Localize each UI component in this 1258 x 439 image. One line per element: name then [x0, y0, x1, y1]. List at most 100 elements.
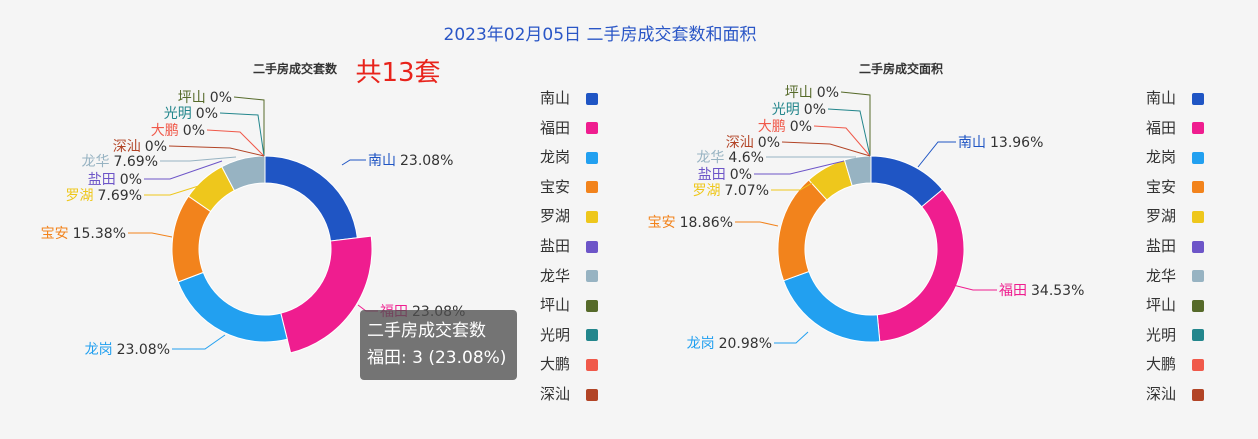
- slice-label: 大鹏 0%: [151, 123, 205, 139]
- slice-福田[interactable]: [876, 188, 965, 343]
- legend-item[interactable]: 深汕: [540, 384, 598, 404]
- legend-item[interactable]: 南山: [1146, 88, 1204, 108]
- legend-swatch: [1192, 92, 1204, 105]
- legend-item[interactable]: 大鹏: [540, 354, 598, 374]
- leader-line: [917, 141, 956, 168]
- leader-line: [144, 160, 223, 180]
- donut-chart-1: 二手房成交套数共13套南山23.08%福田23.08%龙岗23.08%宝安15.…: [41, 58, 466, 358]
- slice-龙华[interactable]: [221, 155, 266, 192]
- legend-swatch: [1192, 270, 1204, 283]
- legend-swatch: [1192, 240, 1204, 253]
- slice-宝安[interactable]: [171, 195, 212, 283]
- slice-label: 龙华 4.6%: [696, 150, 764, 166]
- chart-title: 二手房成交套数: [253, 61, 338, 76]
- legend-label: 盐田: [540, 237, 571, 255]
- legend-label: 坪山: [1146, 296, 1177, 315]
- slice-label: 深汕 0%: [726, 135, 780, 151]
- legend-swatch: [586, 388, 598, 401]
- legend-label: 坪山: [540, 296, 571, 315]
- legend-item[interactable]: 福田: [1146, 118, 1204, 138]
- legend-item[interactable]: 坪山: [1146, 295, 1204, 315]
- legend-label: 龙华: [1146, 266, 1177, 285]
- leader-line: [168, 145, 265, 157]
- legend-item[interactable]: 光明: [540, 325, 598, 345]
- legend-swatch: [1192, 181, 1204, 194]
- legend-item[interactable]: 罗湖: [1146, 206, 1204, 226]
- legend-label: 宝安: [1146, 177, 1177, 196]
- leader-line: [341, 159, 366, 166]
- legend-item[interactable]: 罗湖: [540, 206, 598, 226]
- leader-line: [233, 96, 265, 156]
- slice-龙岗[interactable]: [782, 270, 881, 343]
- slice-label: 龙华 7.69%: [82, 154, 158, 170]
- legend-swatch: [586, 358, 598, 371]
- legend-label: 南山: [1146, 89, 1177, 107]
- legend-label: 光明: [540, 325, 571, 344]
- legend-swatch: [586, 92, 598, 105]
- legend-swatch: [1192, 358, 1204, 371]
- leader-line: [128, 232, 173, 238]
- slice-宝安[interactable]: [777, 179, 828, 282]
- legend-label: 光明: [1146, 325, 1177, 344]
- slice-label: 坪山 0%: [178, 90, 232, 106]
- leader-line: [144, 182, 209, 196]
- slice-label: 龙岗 20.98%: [687, 336, 772, 352]
- leader-line: [771, 174, 827, 191]
- legend-item[interactable]: 南山: [540, 88, 598, 108]
- legend-item[interactable]: 盐田: [540, 236, 598, 256]
- legend-swatch: [586, 329, 598, 342]
- legend-item[interactable]: 龙华: [540, 266, 598, 286]
- legend-item[interactable]: 深汕: [1146, 384, 1204, 404]
- legend-label: 南山: [540, 89, 571, 107]
- legend-label: 福田: [1146, 118, 1177, 137]
- legend-item[interactable]: 宝安: [540, 177, 598, 197]
- legend-item[interactable]: 龙岗: [540, 147, 598, 167]
- legend-label: 福田: [540, 118, 571, 137]
- slice-label: 罗湖 7.69%: [66, 188, 142, 204]
- slice-龙岗[interactable]: [177, 271, 288, 343]
- slice-label: 南山 23.08%: [368, 153, 453, 169]
- legend-label: 龙岗: [540, 148, 571, 167]
- legend-item[interactable]: 福田: [540, 118, 598, 138]
- legend-swatch: [1192, 388, 1204, 401]
- leader-line: [219, 112, 265, 157]
- legend-label: 深汕: [540, 385, 571, 403]
- leader-line: [754, 160, 845, 175]
- leader-line: [827, 108, 871, 157]
- leader-line: [813, 125, 871, 157]
- leader-line: [160, 156, 237, 162]
- legend-item[interactable]: 龙华: [1146, 266, 1204, 286]
- slice-福田[interactable]: [280, 235, 373, 354]
- legend-swatch: [586, 240, 598, 253]
- legend-label: 龙华: [540, 266, 571, 285]
- legend-swatch: [586, 122, 598, 135]
- legend-item[interactable]: 龙岗: [1146, 147, 1204, 167]
- slice-label: 盐田 0%: [88, 172, 142, 188]
- chart-title: 二手房成交面积: [859, 61, 943, 76]
- slice-南山[interactable]: [264, 155, 358, 242]
- leader-line: [735, 221, 779, 227]
- legend-swatch: [586, 210, 598, 223]
- slice-label: 宝安 18.86%: [648, 215, 733, 231]
- legend-swatch: [1192, 122, 1204, 135]
- main-title: 2023年02月05日 二手房成交套数和面积: [443, 25, 757, 45]
- legend-item[interactable]: 坪山: [540, 295, 598, 315]
- leader-line: [840, 91, 871, 156]
- legend-swatch: [1192, 210, 1204, 223]
- slice-label: 罗湖 7.07%: [693, 183, 769, 199]
- leader-line: [774, 331, 809, 344]
- legend-item[interactable]: 宝安: [1146, 177, 1204, 197]
- slice-龙华[interactable]: [843, 155, 872, 187]
- slice-label: 龙岗 23.08%: [85, 342, 170, 358]
- legend-label: 宝安: [540, 177, 571, 196]
- legend-item[interactable]: 光明: [1146, 325, 1204, 345]
- leader-line: [172, 334, 226, 350]
- slice-label: 坪山 0%: [785, 85, 839, 101]
- legend-label: 罗湖: [1146, 207, 1177, 226]
- legend-item[interactable]: 大鹏: [1146, 354, 1204, 374]
- legend-item[interactable]: 盐田: [1146, 236, 1204, 256]
- legend-swatch: [1192, 299, 1204, 312]
- slice-label: 盐田 0%: [698, 167, 752, 183]
